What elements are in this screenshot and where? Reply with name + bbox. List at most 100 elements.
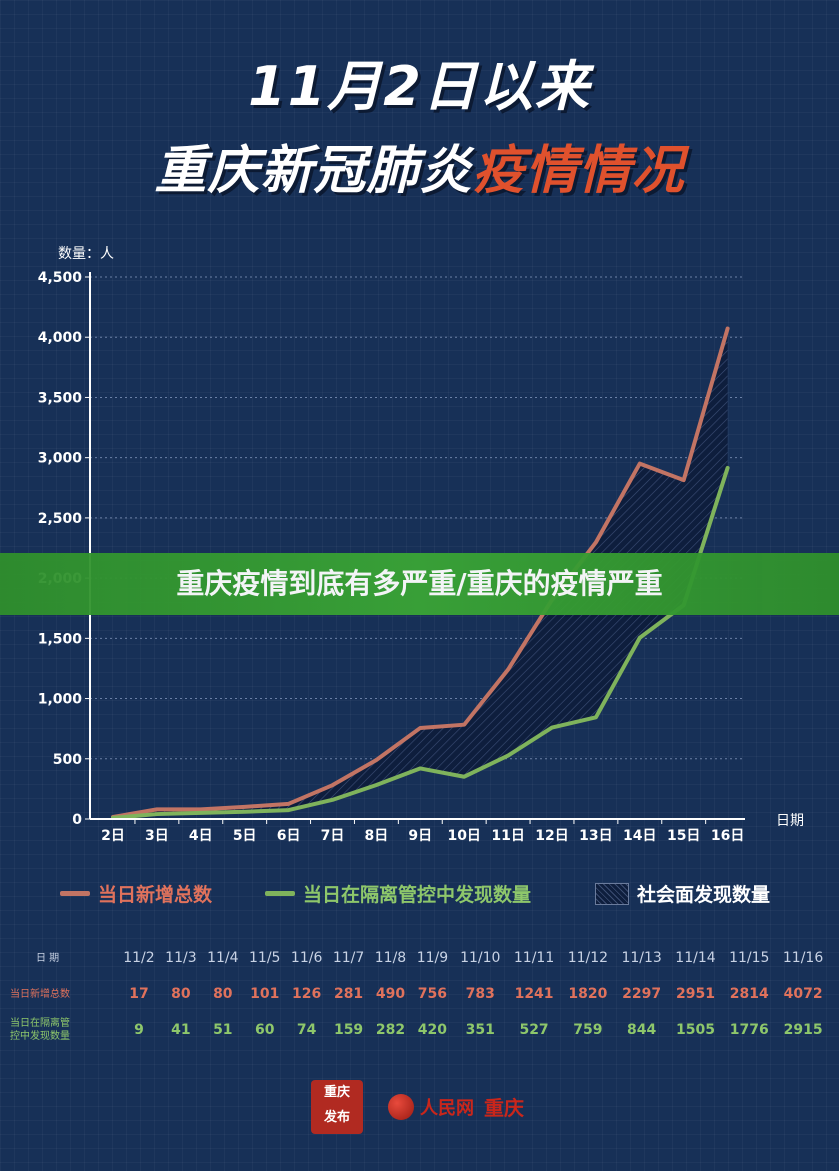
y-tick-label: 500: [53, 752, 82, 768]
data-table: 日 期 11/2 11/3 11/4 11/5 11/6 11/7 11/8 11/9 11/1…: [10, 940, 830, 1048]
table-cell-new-total: 490: [375, 986, 406, 1002]
y-tick-label: 1,500: [38, 631, 83, 647]
y-tick-label: 2,500: [38, 511, 83, 527]
table-cell-new-total: 1241: [514, 986, 554, 1002]
x-tick-label: 6日: [277, 828, 301, 844]
table-cell-date: 11/4: [207, 950, 239, 966]
chongqing-release-logo: 重庆 发布: [311, 1080, 363, 1134]
table-cell-isolation: 527: [519, 1022, 549, 1038]
table-row-dates: 日 期 11/2 11/3 11/4 11/5 11/6 11/7 11/8 11/9 11/1…: [10, 940, 830, 976]
title-line-2-white: 重庆新冠肺炎: [154, 141, 473, 201]
table-cell-isolation: 1776: [729, 1022, 769, 1038]
table-head-isolation: 当日在隔离管 控中发现数量: [10, 1012, 118, 1048]
table-cell-isolation: 420: [417, 1022, 448, 1038]
x-tick-label: 16日: [711, 828, 744, 844]
legend-label-isolation: 当日在隔离管控中发现数量: [303, 884, 532, 906]
table-cell-isolation: 159: [333, 1022, 364, 1038]
chart-legend: 当日新增总数 当日在隔离管控中发现数量 社会面发现数量: [0, 880, 839, 910]
table-cell-date: 11/10: [460, 950, 501, 966]
people-net-text: 人民网: [420, 1097, 474, 1119]
legend-swatch-new-total: [60, 891, 90, 896]
line-chart: 05001,0001,5002,0002,5003,0003,5004,0004…: [38, 270, 745, 844]
y-tick-label: 4,500: [38, 270, 83, 286]
legend-swatch-isolation: [265, 891, 295, 896]
y-tick-label: 3,000: [38, 451, 83, 467]
table-cell-new-total: 126: [292, 986, 322, 1002]
y-tick-label: 0: [72, 812, 82, 828]
table-head-date: 日 期: [36, 952, 60, 964]
table-cell-new-total: 783: [465, 986, 495, 1002]
table-cell-date: 11/2: [123, 950, 155, 966]
x-tick-label: 2日: [101, 828, 125, 844]
x-tick-label: 4日: [189, 828, 213, 844]
x-tick-label: 7日: [321, 828, 345, 844]
table-cell-date: 11/3: [165, 950, 197, 966]
table-cell-date: 11/12: [567, 950, 609, 966]
table-cell-new-total: 756: [417, 986, 448, 1002]
y-tick-label: 3,500: [38, 390, 83, 406]
x-tick-label: 10日: [447, 828, 480, 844]
overlay-banner: 重庆疫情到底有多严重/重庆的疫情严重: [0, 553, 839, 615]
table-cell-isolation: 1505: [675, 1022, 715, 1038]
table-row-isolation: 当日在隔离管 控中发现数量 9 41 51 60 74 159 282 420 351 527 75…: [10, 1012, 830, 1048]
overlay-banner-text: 重庆疫情到底有多严重/重庆的疫情严重: [176, 567, 663, 600]
table-cell-date: 11/15: [729, 950, 770, 966]
legend-item-community: 社会面发现数量: [595, 880, 770, 907]
table-cell-date: 11/7: [332, 950, 365, 966]
series-line-new-total: [111, 326, 730, 819]
table-head-new-total: 当日新增总数: [10, 988, 70, 1000]
table-cell-date: 11/11: [513, 950, 555, 966]
table-cell-new-total: 2297: [622, 986, 662, 1002]
title-line-2-orange: 疫情情况: [472, 141, 685, 201]
table-cell-isolation: 844: [627, 1022, 657, 1038]
table-cell-date: 11/5: [249, 950, 281, 966]
x-tick-label: 15日: [667, 828, 700, 844]
table-cell-new-total: 101: [250, 986, 280, 1002]
table-cell-isolation: 41: [171, 1022, 191, 1038]
table-head-isolation-line1: 当日在隔离管: [10, 1018, 70, 1029]
x-tick-label: 11日: [491, 828, 524, 844]
legend-item-isolation: 当日在隔离管控中发现数量: [265, 880, 531, 907]
title-line-2: 重庆新冠肺炎疫情情况: [0, 128, 839, 203]
x-tick-label: 9日: [408, 828, 432, 844]
table-cell-date: 11/14: [675, 950, 716, 966]
table-cell-new-total: 4072: [783, 986, 823, 1002]
table-cell-new-total: 80: [213, 986, 233, 1002]
table-cell-new-total: 2951: [675, 986, 715, 1002]
x-tick-label: 13日: [579, 828, 612, 844]
legend-item-new-total: 当日新增总数: [60, 880, 212, 907]
seal-text-2: 发布: [323, 1110, 350, 1125]
y-axis-unit-label: 数量：人: [58, 246, 114, 262]
table-cell-date: 11/16: [782, 950, 824, 966]
x-tick-label: 3日: [145, 828, 169, 844]
y-tick-label: 4,000: [38, 330, 83, 346]
x-tick-label: 5日: [233, 828, 257, 844]
people-net-icon: [388, 1093, 414, 1120]
legend-swatch-community: [595, 882, 629, 905]
table-cell-isolation: 759: [573, 1022, 603, 1038]
title-line-1: 11月2日以来: [248, 55, 591, 118]
table-cell-new-total: 80: [171, 986, 191, 1002]
table-cell-new-total: 2814: [729, 986, 769, 1002]
table-cell-isolation: 2915: [783, 1022, 823, 1038]
series-line-isolation: [111, 465, 730, 820]
seal-text-1: 重庆: [323, 1085, 350, 1100]
people-net-logo: 人民网 重庆: [388, 1092, 524, 1121]
y-tick-label: 1,000: [38, 692, 83, 708]
x-axis-unit-label: 日期: [776, 813, 804, 829]
table-cell-isolation: 9: [134, 1022, 144, 1038]
table-cell-date: 11/9: [416, 950, 449, 966]
table-cell-isolation: 60: [254, 1022, 275, 1038]
table-cell-date: 11/13: [621, 950, 662, 966]
table-cell-new-total: 281: [333, 986, 364, 1002]
table-head-isolation-line2: 控中发现数量: [10, 1031, 70, 1042]
table-cell-date: 11/6: [290, 950, 323, 966]
table-cell-isolation: 282: [375, 1022, 406, 1038]
table-cell-isolation: 351: [465, 1022, 495, 1038]
table-cell-isolation: 74: [296, 1022, 317, 1038]
table-cell-new-total: 17: [129, 986, 149, 1002]
table-cell-isolation: 51: [213, 1022, 233, 1038]
people-net-city: 重庆: [484, 1096, 524, 1120]
x-tick-label: 8日: [365, 828, 389, 844]
table-cell-date: 11/8: [374, 950, 407, 966]
